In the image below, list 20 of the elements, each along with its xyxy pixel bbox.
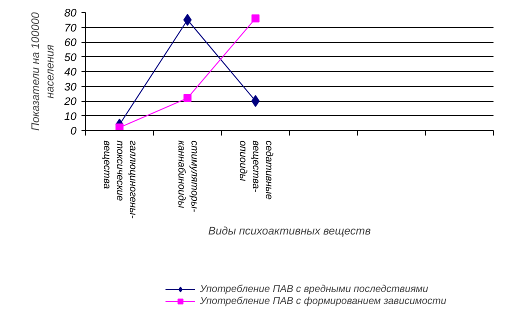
x-tick-label: седативные вещества-опиоиды	[236, 140, 274, 200]
x-tick-label: галлюциногены-токсические вещества	[100, 140, 138, 220]
y-tick-label: 20	[63, 96, 78, 108]
y-tick-label: 30	[64, 81, 78, 94]
legend-label: Употребление ПАВ с формированием зависимости	[200, 295, 446, 307]
point	[252, 14, 260, 22]
y-tick-label: 50	[64, 52, 78, 64]
y-tick-label: 0	[70, 126, 78, 138]
y-tick-label: 10	[64, 110, 78, 123]
x-axis-title: Виды психоактивных веществ	[208, 225, 371, 238]
y-axis-title: Показатели на 100000 населения	[30, 11, 56, 131]
y-tick-label: 70	[64, 22, 78, 34]
y-tick-label: 60	[64, 37, 78, 49]
point	[183, 14, 192, 26]
point	[184, 94, 192, 102]
point	[251, 95, 260, 107]
y-tick-label: 80	[64, 8, 78, 20]
legend-label: Употребление ПАВ с вредными последствиями	[200, 283, 428, 295]
y-tick-label: 40	[64, 66, 78, 78]
point	[116, 124, 124, 130]
